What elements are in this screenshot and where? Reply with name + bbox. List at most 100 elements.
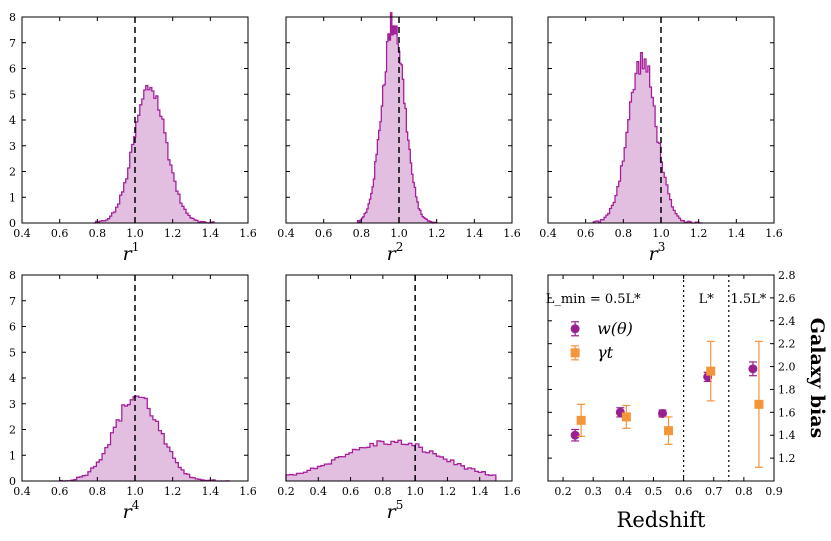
series-w-theta	[570, 361, 758, 442]
x-axis-label: Redshift	[617, 508, 706, 532]
x-tick-label: 0.8	[89, 485, 107, 498]
x-tick-label: 1.6	[239, 485, 257, 498]
hist-outline	[356, 12, 438, 224]
x-tick-label: 0.4	[13, 485, 31, 498]
y-tick-label: 5	[9, 346, 16, 359]
y-tick-label: 6	[9, 321, 16, 334]
x-tick-label: 0.6	[315, 227, 333, 240]
x-tick-label: 1.4	[202, 485, 220, 498]
y-tick-label: 2.4	[778, 315, 796, 328]
x-tick-label: 1.2	[690, 227, 708, 240]
hist-fill	[93, 85, 215, 223]
x-tick-label: 1.2	[164, 485, 182, 498]
x-tick-label: 1.6	[503, 485, 521, 498]
y-tick-label: 4	[9, 372, 16, 385]
x-tick-label: 0.8	[374, 485, 392, 498]
x-tick-label: 0.5	[645, 485, 663, 498]
y-tick-label: 2.8	[778, 269, 796, 282]
y-tick-label: 6	[9, 63, 16, 76]
y-tick-label: 0	[9, 475, 16, 488]
x-tick-label: 0.4	[13, 227, 31, 240]
hist-outline	[59, 395, 230, 482]
x-axis-label: r2	[387, 240, 404, 265]
y-tick-label: 8	[9, 269, 16, 282]
x-axis-label: r1	[123, 240, 140, 265]
hist-outline	[93, 84, 215, 224]
x-tick-label: 0.6	[577, 227, 595, 240]
x-tick-label: 1.4	[202, 227, 220, 240]
y-tick-label: 2	[9, 166, 16, 179]
x-axis-label: r4	[123, 498, 140, 523]
x-tick-label: 0.4	[615, 485, 633, 498]
x-tick-label: 1.0	[126, 227, 144, 240]
legend: w(θ) γt	[570, 319, 633, 362]
x-tick-label: 0.6	[51, 485, 69, 498]
x-tick-label: 1.4	[728, 227, 746, 240]
x-tick-label: 0.6	[51, 227, 69, 240]
x-tick-label: 0.2	[277, 485, 295, 498]
y-tick-label: 2.6	[778, 292, 796, 305]
x-tick-label: 0.9	[765, 485, 783, 498]
y-tick-label: 1.4	[778, 429, 796, 442]
y-tick-label: 7	[9, 295, 16, 308]
hist-outline	[592, 52, 703, 224]
x-tick-label: 0.8	[353, 227, 371, 240]
x-axis-label: r3	[649, 240, 666, 265]
y-tick-label: 3	[9, 140, 16, 153]
x-tick-label: 1.0	[652, 227, 670, 240]
legend-marker	[570, 324, 580, 334]
x-tick-label: 0.4	[310, 485, 328, 498]
legend-label: w(θ)	[597, 319, 633, 338]
bin-annotation: L_min = 0.5L*	[546, 292, 641, 307]
hist-fill	[357, 12, 437, 224]
data-point	[621, 412, 631, 422]
data-point	[706, 366, 716, 376]
x-tick-label: 0.3	[584, 485, 602, 498]
y-axis-label: Galaxy bias	[806, 318, 828, 439]
x-tick-label: 0.6	[675, 485, 693, 498]
x-tick-label: 0.8	[615, 227, 633, 240]
data-point	[664, 426, 674, 436]
x-tick-label: 1.0	[390, 227, 408, 240]
x-tick-label: 1.0	[126, 485, 144, 498]
x-tick-label: 0.7	[705, 485, 723, 498]
y-tick-label: 4	[9, 114, 16, 127]
y-tick-label: 7	[9, 37, 16, 50]
hist-fill	[286, 440, 496, 481]
hist-panel-2: 0.4 0.6 0.8 1.0 1.2 1.4 1.6 r2	[277, 12, 521, 265]
x-tick-label: 1.6	[765, 227, 783, 240]
x-tick-label: 0.8	[89, 227, 107, 240]
hist-panel-5: 0.2 0.4 0.6 0.8 1.0 1.2 1.4 1.6 r5	[277, 274, 521, 523]
bias-panel: 0.2 0.3 0.4 0.5 0.6 0.7 0.8 0.9 1.2 1.4 1.6 1.8 2.0 2…	[546, 269, 828, 532]
x-tick-label: 1.0	[406, 485, 424, 498]
x-tick-label: 1.6	[239, 227, 257, 240]
hist-panel-1: 0.4 0.6 0.8 1.0 1.2 1.4 1.6 0 1 2 3 4 5 6 7 8 r1	[9, 11, 257, 265]
hist-panel-3: 0.4 0.6 0.8 1.0 1.2 1.4 1.6 r3	[539, 16, 783, 265]
data-point	[748, 364, 758, 374]
x-tick-label: 0.2	[554, 485, 572, 498]
y-tick-label: 2	[9, 424, 16, 437]
y-tick-label: 1.8	[778, 383, 796, 396]
x-tick-label: 1.2	[164, 227, 182, 240]
x-tick-label: 1.2	[439, 485, 457, 498]
y-tick-label: 1.2	[778, 452, 796, 465]
hist-fill	[593, 52, 703, 223]
x-tick-label: 1.4	[466, 227, 484, 240]
series-gamma-t	[576, 340, 764, 468]
x-tick-label: 0.8	[735, 485, 753, 498]
data-point	[576, 415, 586, 425]
data-point	[570, 430, 580, 440]
hist-fill	[59, 396, 230, 481]
y-tick-label: 1.6	[778, 406, 796, 419]
y-tick-label: 1	[9, 191, 16, 204]
hist-outline	[285, 439, 497, 481]
y-tick-label: 8	[9, 11, 16, 24]
x-tick-label: 0.4	[539, 227, 557, 240]
hist-panel-4: 0.4 0.6 0.8 1.0 1.2 1.4 1.6 0 1 2 3 4 5 6 7 8 r4	[9, 269, 257, 523]
x-tick-label: 1.4	[471, 485, 489, 498]
x-axis-label: r5	[387, 498, 404, 523]
y-tick-label: 2.2	[778, 338, 796, 351]
bin-annotation: 1.5L*	[730, 292, 766, 307]
x-tick-label: 0.4	[277, 227, 295, 240]
